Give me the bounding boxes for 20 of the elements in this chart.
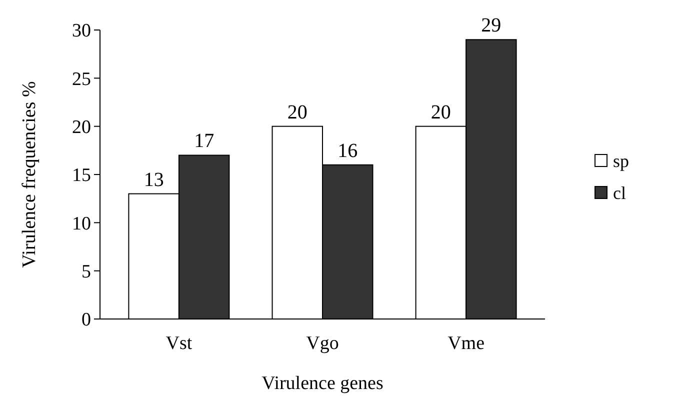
y-tick-label: 5 <box>82 261 91 282</box>
data-label: 16 <box>338 140 358 162</box>
x-tick-label: Vst <box>166 333 193 354</box>
legend-label: sp <box>613 150 630 171</box>
x-tick-label: Vme <box>448 333 485 354</box>
y-tick-label: 20 <box>72 116 91 138</box>
data-label: 13 <box>144 168 164 191</box>
y-tick-label: 25 <box>72 68 91 90</box>
y-tick-label: 10 <box>72 213 91 234</box>
y-tick-label: 0 <box>82 310 91 331</box>
data-label: 20 <box>430 101 451 124</box>
x-tick-label: Vgo <box>306 333 339 354</box>
data-label: 29 <box>481 14 502 37</box>
legend-label: cl <box>613 182 626 203</box>
y-tick-label: 30 <box>72 20 91 42</box>
data-label: 17 <box>194 130 214 152</box>
data-label: 20 <box>287 101 308 124</box>
y-tick-label: 15 <box>72 165 91 186</box>
x-axis-title: Virulence genes <box>262 373 384 394</box>
y-axis-title: Virulence frequencies % <box>19 81 40 268</box>
